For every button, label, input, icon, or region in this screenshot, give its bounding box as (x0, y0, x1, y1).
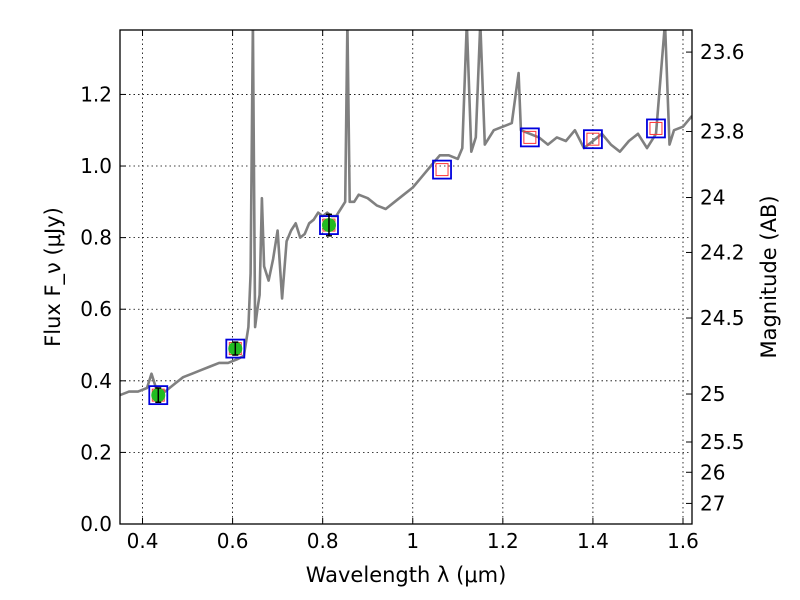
y-tick-label: 0.4 (80, 369, 112, 393)
y2-tick-label: 24.2 (700, 240, 745, 264)
model-photometry-inner (586, 132, 600, 146)
x-tick-label: 0.6 (217, 529, 249, 553)
x-tick-label: 1.4 (577, 529, 609, 553)
y-axis-label: Flux F_ν (μJy) (41, 207, 66, 347)
y2-tick-label: 27 (700, 491, 725, 515)
model-photometry-inner (523, 130, 537, 144)
y-tick-label: 0.0 (80, 512, 112, 536)
y-tick-label: 1.2 (80, 82, 112, 106)
model-photometry-box (646, 118, 666, 139)
x-tick-label: 1.6 (667, 529, 699, 553)
x-tick-label: 1 (406, 529, 419, 553)
y2-tick-label: 25.5 (700, 430, 745, 454)
model-photometry-inner (435, 163, 449, 177)
y2-axis-label: Magnitude (AB) (757, 195, 781, 358)
model-photometry-box (583, 129, 603, 150)
x-tick-label: 0.8 (307, 529, 339, 553)
model-photometry-box (432, 159, 452, 180)
y2-tick-label: 23.8 (700, 119, 745, 143)
y-tick-label: 0.6 (80, 297, 112, 321)
model-photometry-inner (649, 121, 663, 135)
x-tick-label: 1.2 (487, 529, 519, 553)
y2-tick-label: 24 (700, 186, 725, 210)
model-photometry-box (225, 338, 246, 359)
y2-tick-label: 23.6 (700, 40, 745, 64)
plot-frame (119, 29, 693, 525)
y-tick-label: 1.0 (80, 154, 112, 178)
plot-markers (148, 118, 666, 406)
y-tick-label: 0.2 (80, 440, 112, 464)
y2-tick-label: 26 (700, 460, 725, 484)
y-tick-label: 0.8 (80, 226, 112, 250)
x-axis-label: Wavelength λ (μm) (306, 563, 507, 587)
model-photometry-box (148, 385, 169, 406)
model-photometry-box (519, 127, 540, 148)
axes: 0.4 0.6 0.8 1 1.2 1.4 1.6 0.0 0.2 0.4 0.6 0.8 1.0 1.2… (80, 30, 745, 553)
y2-tick-label: 24.5 (700, 306, 745, 330)
x-tick-label: 0.4 (127, 529, 159, 553)
y2-tick-label: 25 (700, 382, 725, 406)
